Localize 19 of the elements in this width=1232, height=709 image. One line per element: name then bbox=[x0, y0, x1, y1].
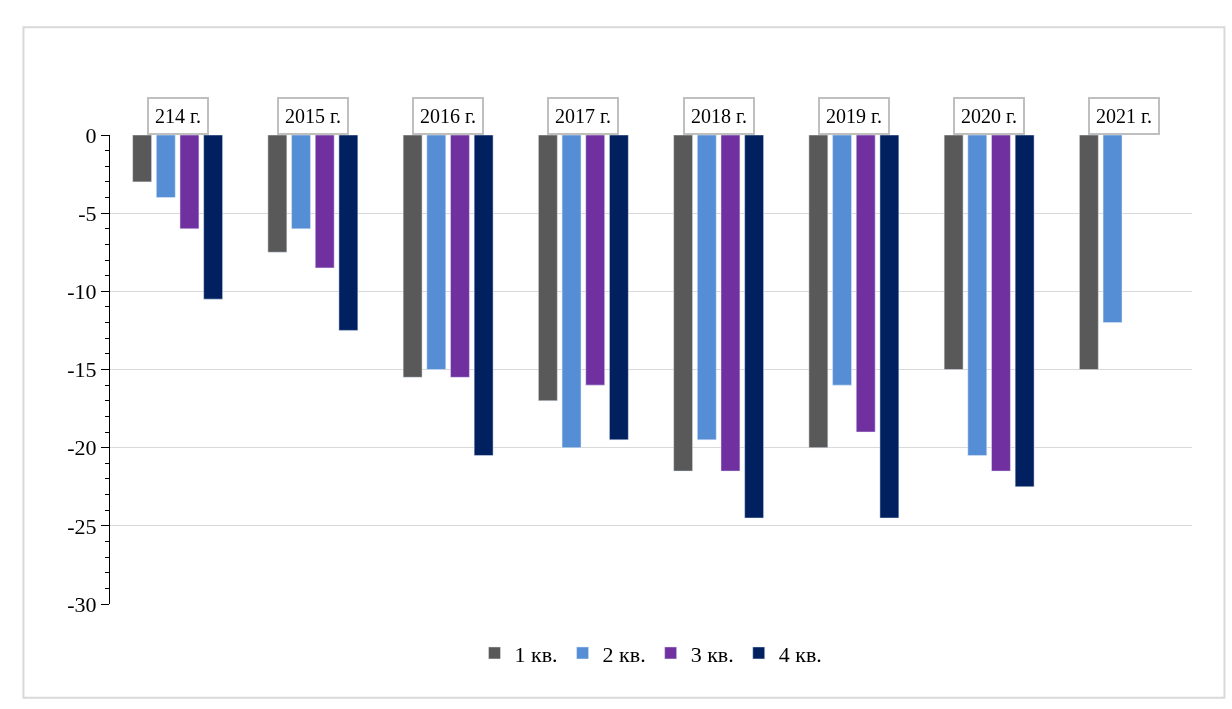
x-tick-label: 2018 г. bbox=[691, 105, 747, 127]
x-tick-label: 2015 г. bbox=[285, 105, 341, 127]
legend-label: 1 кв. bbox=[514, 641, 558, 667]
x-tick-label: 2021 г. bbox=[1096, 105, 1152, 127]
y-tick-label: 0 bbox=[85, 122, 97, 148]
y-tick-label: -15 bbox=[67, 357, 97, 383]
x-tick-label: 2017 г. bbox=[555, 105, 611, 127]
y-tick-label: -30 bbox=[67, 591, 97, 617]
y-tick-label: -20 bbox=[67, 435, 97, 461]
legend-label: 2 кв. bbox=[602, 641, 646, 667]
legend-label: 3 кв. bbox=[690, 641, 734, 667]
x-tick-label: 214 г. bbox=[155, 105, 201, 127]
legend-label: 4 кв. bbox=[778, 641, 822, 667]
x-tick-label: 2016 г. bbox=[420, 105, 476, 127]
y-tick-label: -25 bbox=[67, 513, 97, 539]
x-tick-label: 2019 г. bbox=[826, 105, 882, 127]
y-tick-label: -10 bbox=[67, 279, 97, 305]
x-tick-label: 2020 г. bbox=[961, 105, 1017, 127]
y-tick-label: -5 bbox=[78, 200, 97, 226]
